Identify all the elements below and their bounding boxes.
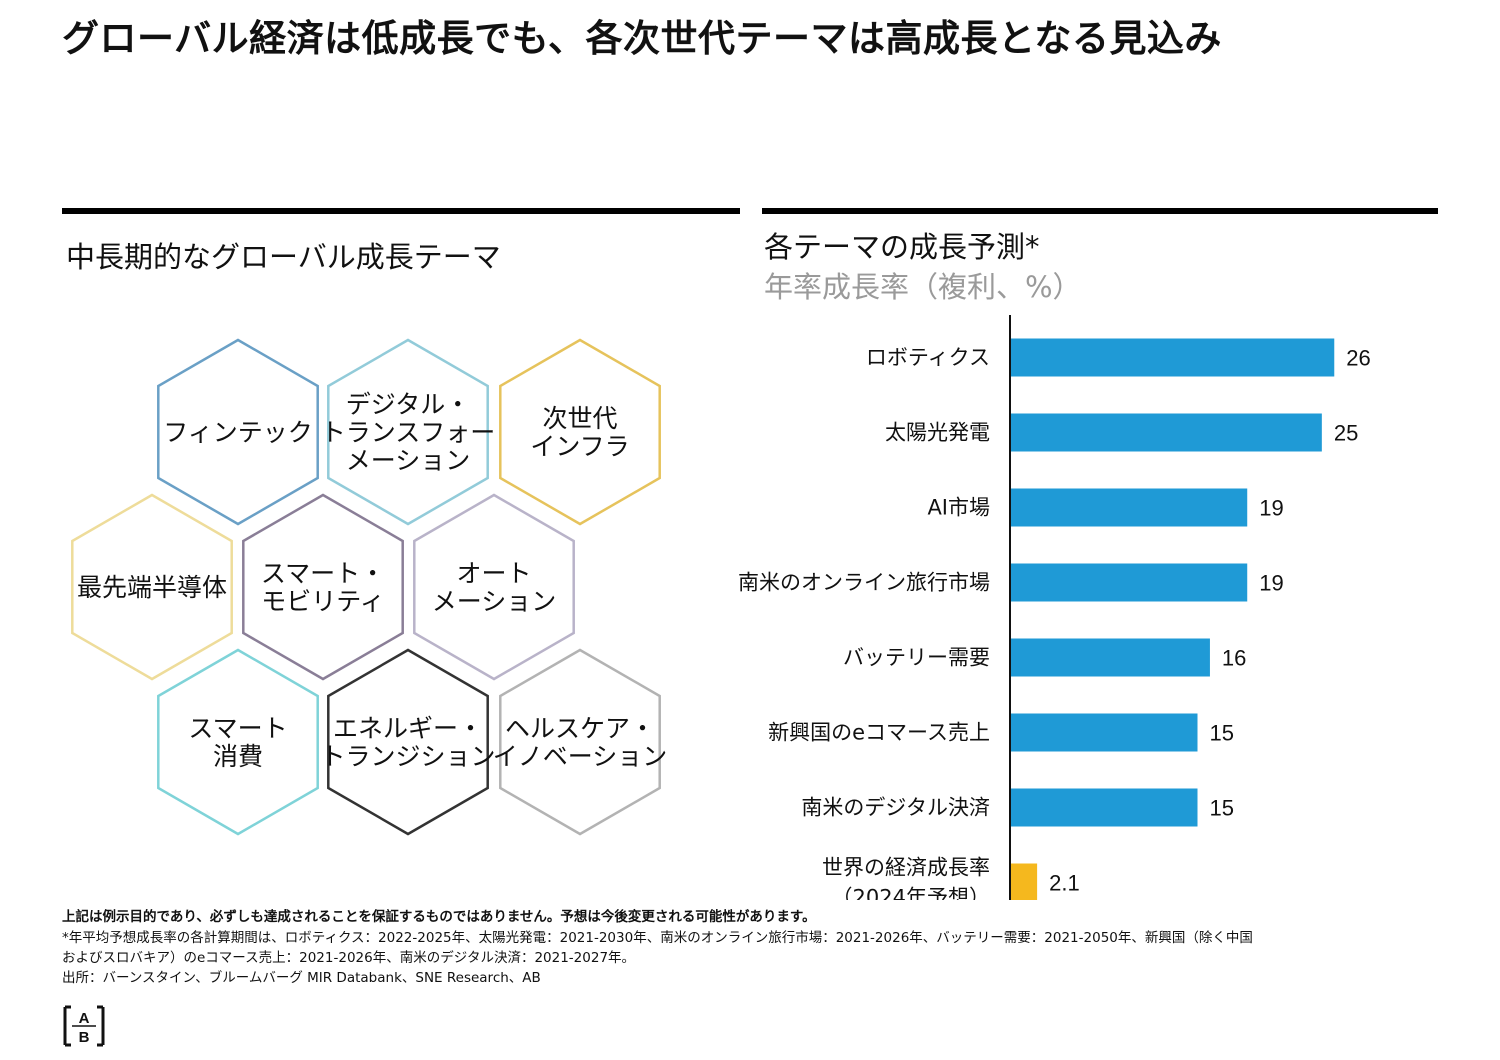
- theme-label: 次世代: [542, 404, 617, 433]
- disclaimer-note: 上記は例示目的であり、必ずしも達成されることを保証するものではありません。予想は…: [62, 909, 816, 925]
- bar-value-label: 15: [1210, 796, 1234, 821]
- bar-value-label: 19: [1259, 571, 1283, 596]
- hexagon-outline: [327, 648, 489, 836]
- hexagon-outline: [157, 338, 319, 526]
- theme-label: ヘルスケア・: [505, 714, 655, 743]
- category-label: バッテリー需要: [843, 646, 990, 670]
- right-section-rule: [762, 208, 1438, 214]
- theme-hexagon: ヘルスケア・イノベーション: [493, 648, 668, 836]
- bar: [1011, 788, 1198, 827]
- category-label: ロボティクス: [866, 346, 990, 370]
- hexagon-outline: [327, 338, 489, 526]
- category-label: 世界の経済成長率: [822, 856, 990, 880]
- theme-hexagon: エネルギー・トランジション: [320, 648, 496, 836]
- theme-label: トランジション: [320, 742, 495, 771]
- theme-label: メーション: [432, 587, 557, 616]
- theme-label: フィンテック: [163, 418, 313, 447]
- bar: [1011, 563, 1248, 602]
- page-title: グローバル経済は低成長でも、各次世代テーマは高成長となる見込み: [62, 17, 1222, 60]
- growth-bar-chart: 26 ロボティクス 25 太陽光発電 19 AI市場 19 南米のオンライン旅行市場 16 バッテ…: [738, 315, 1371, 901]
- theme-label: オート: [456, 559, 531, 588]
- chart-title: 各テーマの成長予測*: [764, 230, 1040, 264]
- bar-value-label: 2.1: [1049, 871, 1080, 896]
- hexagon-outline: [242, 493, 404, 681]
- source-note: 出所：バーンスタイン、ブルームバーグ MIR Databank、SNE Rese…: [62, 970, 541, 986]
- calculation-period-note-cont: およびスロバキア）のeコマース売上：2021‐2026年、南米のデジタル決済：2…: [62, 950, 636, 966]
- theme-hexagon: フィンテック: [157, 338, 319, 526]
- theme-hexagon: 最先端半導体: [71, 493, 233, 681]
- hexagon-outline: [157, 648, 319, 836]
- hexagon-outline: [71, 493, 233, 681]
- logo-letter-a: A: [79, 1010, 90, 1027]
- category-label: 新興国のeコマース売上: [768, 721, 990, 745]
- hexagon-outline: [413, 493, 575, 681]
- calculation-period-note: *年平均予想成長率の各計算期間は、ロボティクス：2022‐2025年、太陽光発電…: [62, 930, 1253, 946]
- hexagon-outline: [499, 338, 661, 526]
- bar-value-label: 25: [1334, 421, 1358, 446]
- themes-heading: 中長期的なグローバル成長テーマ: [66, 240, 501, 274]
- theme-label: 最先端半導体: [77, 573, 227, 602]
- logo-letter-b: B: [79, 1029, 90, 1046]
- category-label: 南米のデジタル決済: [801, 796, 990, 820]
- bar: [1011, 638, 1210, 677]
- category-label: 太陽光発電: [885, 421, 990, 445]
- category-label: 南米のオンライン旅行市場: [738, 571, 990, 595]
- theme-label: イノベーション: [493, 742, 668, 771]
- bar: [1011, 338, 1335, 377]
- theme-label: スマート・: [261, 559, 385, 588]
- theme-label: モビリティ: [261, 587, 385, 616]
- bar: [1011, 488, 1248, 527]
- bar-value-label: 26: [1346, 346, 1370, 371]
- bar-value-label: 15: [1210, 721, 1234, 746]
- theme-label: スマート: [188, 714, 287, 743]
- ab-logo: A B: [63, 1005, 105, 1047]
- theme-label: トランスフォー: [321, 418, 496, 447]
- bar: [1011, 413, 1322, 452]
- category-label: （2024年予想）: [832, 886, 990, 901]
- bar-value-label: 19: [1259, 496, 1283, 521]
- bar: [1011, 863, 1038, 900]
- left-section-rule: [62, 208, 740, 214]
- theme-label: 消費: [213, 742, 263, 771]
- bar: [1011, 713, 1198, 752]
- category-label: AI市場: [927, 496, 990, 520]
- chart-subtitle: 年率成長率（複利、%）: [764, 270, 1082, 304]
- theme-hexagon: スマート・モビリティ: [242, 493, 404, 681]
- theme-label: デジタル・: [346, 390, 471, 419]
- theme-label: エネルギー・: [333, 714, 483, 743]
- theme-label: メーション: [346, 446, 471, 475]
- theme-label: インフラ: [530, 432, 629, 461]
- bar-value-label: 16: [1222, 646, 1246, 671]
- hexagon-outline: [499, 648, 661, 836]
